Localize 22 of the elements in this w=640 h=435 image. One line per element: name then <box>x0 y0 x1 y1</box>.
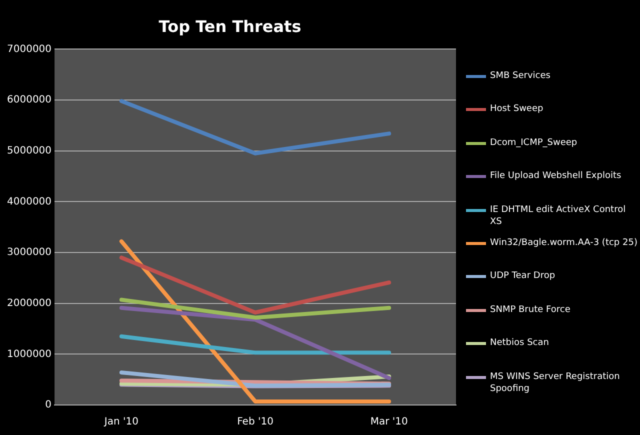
legend-label: IE DHTML edit ActiveX Control XS <box>490 204 627 228</box>
legend-label: MS WINS Server Registration Spoofing <box>490 370 621 395</box>
y-tick-label: 2000000 <box>6 298 52 309</box>
legend-label: SNMP Brute Force <box>490 304 570 316</box>
x-tick-label: Mar '10 <box>370 416 408 428</box>
y-tick-label: 4000000 <box>6 196 52 208</box>
y-tick-label: 0 <box>45 400 52 411</box>
chart-title: Top Ten Threats <box>158 16 302 36</box>
y-tick-label: 6000000 <box>6 94 52 106</box>
y-tick-label: 3000000 <box>6 247 52 258</box>
legend-label: Win32/Bagle.worm.AA-3 (tcp 25) <box>490 236 638 249</box>
legend-label: File Upload Webshell Exploits <box>490 170 622 182</box>
x-tick-label: Feb '10 <box>237 416 274 428</box>
y-tick-label: 1000000 <box>6 348 52 360</box>
x-tick-label: Jan '10 <box>103 416 138 428</box>
legend-label: Dcom_ICMP_Sweep <box>490 136 578 149</box>
y-tick-label: 7000000 <box>6 44 52 55</box>
legend-label: Host Sweep <box>490 103 544 116</box>
legend-label: UDP Tear Drop <box>490 270 556 282</box>
legend-label: SMB Services <box>490 70 550 82</box>
y-tick-label: 5000000 <box>6 145 52 156</box>
legend-label: Netbios Scan <box>490 337 549 350</box>
